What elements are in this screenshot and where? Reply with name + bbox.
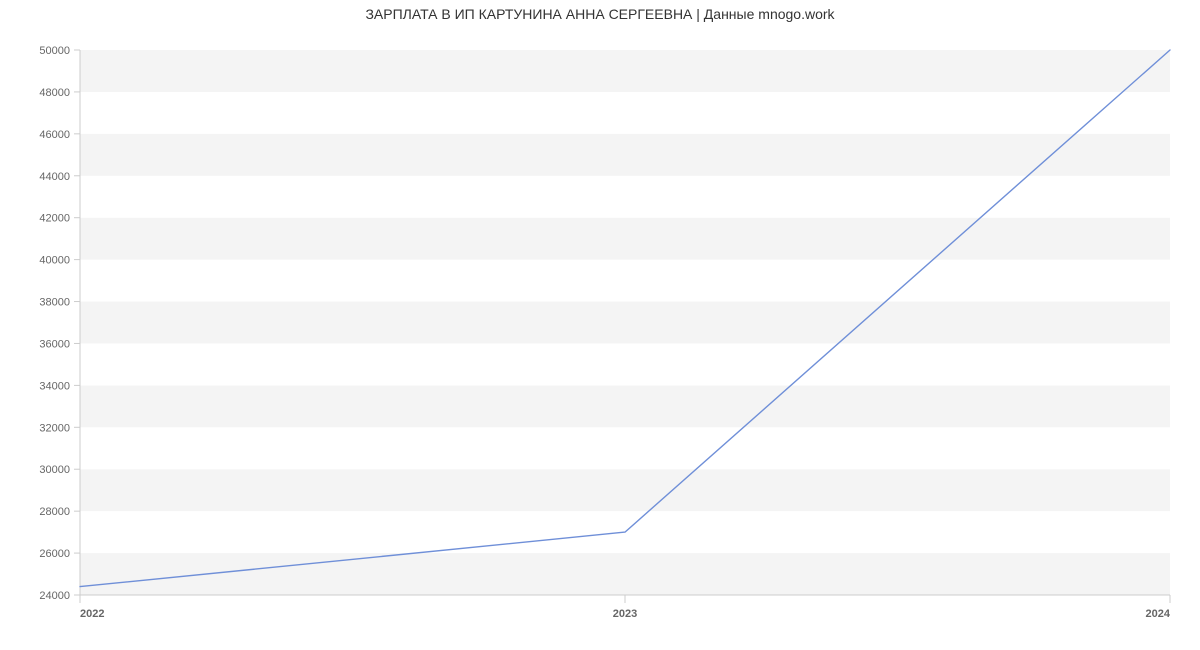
grid-band: [80, 302, 1170, 344]
grid-band: [80, 50, 1170, 92]
y-tick-label: 40000: [39, 255, 70, 267]
y-tick-label: 24000: [39, 590, 70, 602]
y-tick-label: 48000: [39, 87, 70, 99]
y-tick-label: 34000: [39, 380, 70, 392]
grid-band: [80, 218, 1170, 260]
x-tick-label: 2023: [613, 608, 637, 620]
grid-band: [80, 343, 1170, 385]
y-tick-label: 50000: [39, 45, 70, 57]
grid-band: [80, 176, 1170, 218]
y-tick-label: 28000: [39, 506, 70, 518]
salary-chart: ЗАРПЛАТА В ИП КАРТУНИНА АННА СЕРГЕЕВНА |…: [0, 0, 1200, 650]
y-tick-label: 36000: [39, 338, 70, 350]
grid-band: [80, 134, 1170, 176]
chart-svg: 24000 26000 28000 30000 32000 34000 36000 38000…: [0, 0, 1200, 650]
grid-band: [80, 92, 1170, 134]
grid-band: [80, 385, 1170, 427]
x-tick-label: 2022: [80, 608, 104, 620]
y-tick-label: 38000: [39, 297, 70, 309]
y-tick-label: 32000: [39, 422, 70, 434]
grid-band: [80, 427, 1170, 469]
y-tick-label: 26000: [39, 548, 70, 560]
grid-band: [80, 469, 1170, 511]
grid-band: [80, 553, 1170, 595]
y-tick-label: 30000: [39, 464, 70, 476]
grid-band: [80, 260, 1170, 302]
y-tick-label: 44000: [39, 171, 70, 183]
x-tick-label: 2024: [1146, 608, 1171, 620]
y-tick-label: 42000: [39, 213, 70, 225]
y-tick-label: 46000: [39, 129, 70, 141]
